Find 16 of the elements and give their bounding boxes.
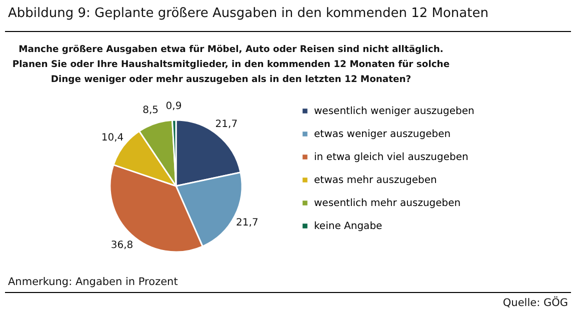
data-label: 21,7 [215, 118, 238, 130]
text: Anmerkung: Angaben in Prozent [8, 276, 178, 288]
legend-label: wesentlich mehr auszugeben [314, 198, 461, 209]
source-note: Quelle: GÖG [502, 297, 568, 309]
chart-subtitle: Manche größere Ausgaben etwa für Möbel, Auto oder Reisen sind nicht alltäglich. Planen Sie oder Ihre Haushaltsmitglieder, in den kommenden 12 Monaten für solche Dinge weniger oder mehr auszugeben als in den letzten 12 Monaten? [11, 43, 451, 87]
legend-label: in etwa gleich viel auszugeben [314, 152, 468, 163]
data-label: 0,9 [166, 101, 182, 112]
legend-label: etwas mehr auszugeben [314, 175, 437, 186]
data-label: 21,7 [236, 218, 258, 229]
chart-title: Abbildung 9: Geplante größere Ausgaben in den kommenden 12 Monaten [8, 6, 488, 21]
legend-label: keine Angabe [314, 221, 382, 232]
data-label: 8,5 [142, 105, 159, 116]
data-label: 36,8 [110, 240, 134, 251]
legend-label: etwas weniger auszugeben [314, 129, 451, 140]
legend-label: wesentlich weniger auszugeben [314, 106, 474, 117]
data-label: 10,4 [101, 132, 124, 144]
